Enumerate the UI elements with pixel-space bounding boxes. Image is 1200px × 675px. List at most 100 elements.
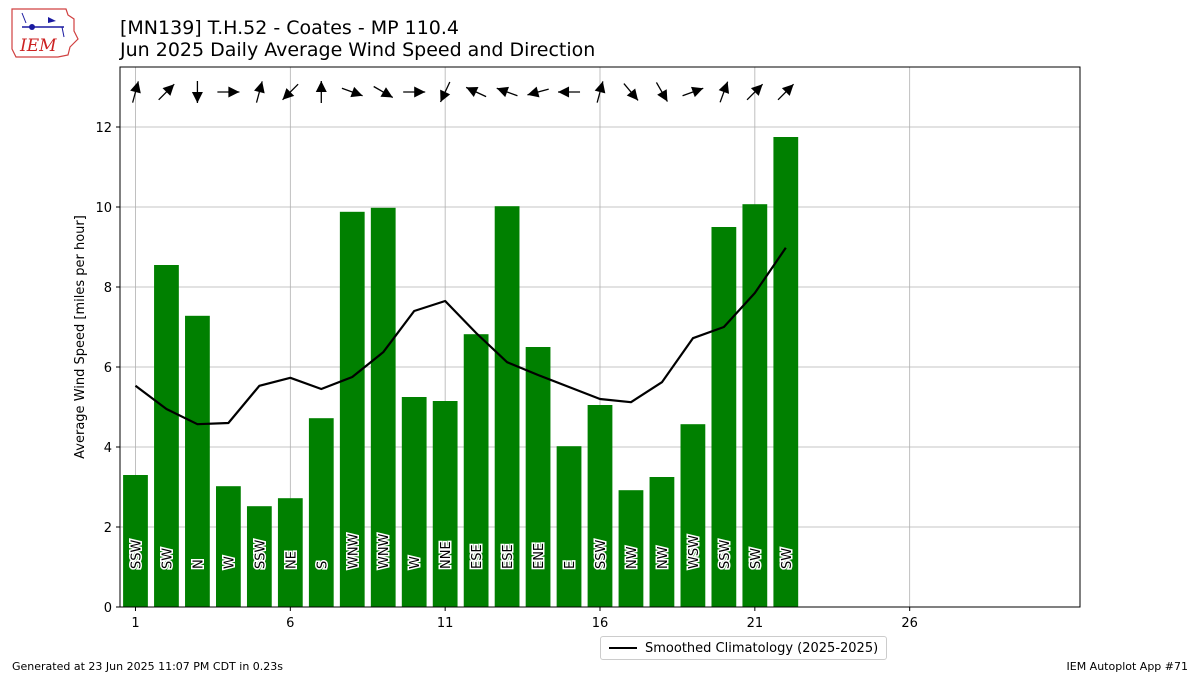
- wind-arrow-head: [527, 86, 540, 98]
- y-tick-label: 4: [104, 441, 112, 456]
- wind-arrow-head: [440, 89, 451, 102]
- wind-bar: [711, 227, 737, 607]
- direction-label: E: [563, 561, 578, 569]
- wind-arrow: [465, 86, 487, 98]
- wind-arrow-head: [191, 92, 203, 103]
- legend: Smoothed Climatology (2025-2025): [600, 636, 888, 660]
- wind-arrow-head: [750, 84, 763, 96]
- direction-label: N: [191, 559, 206, 569]
- direction-label: SW: [160, 548, 175, 569]
- climatology-line-layer: [134, 247, 787, 426]
- wind-arrow: [403, 86, 426, 98]
- wind-arrow: [682, 86, 704, 98]
- wind-bar: [773, 137, 799, 607]
- wind-arrow: [191, 81, 203, 103]
- y-tick-label: 12: [95, 121, 112, 136]
- x-tick-label: 11: [437, 616, 454, 631]
- direction-label: SSW: [253, 539, 268, 569]
- wind-arrow: [254, 81, 265, 103]
- wind-arrow-head: [718, 81, 730, 94]
- direction-label: ESE: [470, 544, 485, 569]
- wind-bar: [401, 397, 427, 607]
- wind-arrow-head: [496, 86, 509, 98]
- y-tick-label: 8: [104, 281, 112, 296]
- wind-bar: [587, 405, 613, 607]
- wind-bar: [185, 315, 210, 607]
- direction-label: S: [315, 561, 330, 569]
- wind-arrow-head: [130, 81, 141, 94]
- wind-arrow: [439, 81, 451, 103]
- wind-arrow: [655, 82, 668, 102]
- wind-arrow: [777, 83, 795, 101]
- wind-bar: [370, 207, 396, 608]
- y-axis-label: Average Wind Speed [miles per hour]: [73, 215, 88, 459]
- footer-app: IEM Autoplot App #71: [1066, 660, 1189, 673]
- wind-bar: [246, 506, 272, 607]
- wind-arrow-head: [254, 81, 265, 94]
- wind-arrow: [496, 86, 518, 98]
- wind-arrow: [158, 83, 175, 101]
- wind-arrow: [217, 86, 240, 98]
- plot-frame: [119, 66, 1081, 608]
- wind-bar: [618, 490, 644, 607]
- direction-label: SW: [780, 548, 795, 569]
- wind-arrow-head: [162, 84, 175, 96]
- direction-label: ESE: [501, 544, 516, 569]
- wind-arrow-head: [414, 86, 426, 98]
- x-tick-label: 6: [286, 616, 294, 631]
- iem-logo: IEM: [11, 8, 79, 58]
- direction-label: NE: [284, 551, 299, 569]
- wind-bar: [742, 204, 768, 607]
- direction-label: WNW: [346, 533, 361, 569]
- wind-arrow: [373, 85, 394, 99]
- wind-bar: [649, 477, 675, 607]
- direction-label: WSW: [687, 535, 702, 569]
- y-tick-label: 10: [95, 201, 112, 216]
- wind-bar: [277, 498, 303, 607]
- direction-label: SSW: [594, 539, 609, 569]
- x-tick-label: 1: [131, 616, 139, 631]
- wind-arrow: [558, 86, 581, 98]
- direction-label: ENE: [532, 543, 547, 569]
- direction-label: NW: [656, 546, 671, 569]
- wind-arrow-head: [781, 84, 794, 96]
- chart-title: [MN139] T.H.52 - Coates - MP 110.4 Jun 2…: [120, 17, 595, 61]
- direction-label: NNE: [439, 541, 454, 569]
- direction-label: SSW: [129, 539, 144, 569]
- chart-title-line1: [MN139] T.H.52 - Coates - MP 110.4: [120, 17, 460, 39]
- wind-arrow-head: [691, 86, 704, 98]
- direction-label: SW: [749, 548, 764, 569]
- direction-labels-layer: SSW SW N W SSW NE S WNW WNW W NNE ESE ESE ENE E SSW NW NW…: [128, 532, 796, 571]
- direction-label: W: [222, 556, 237, 569]
- wind-bar: [463, 334, 489, 607]
- wind-bar: [123, 475, 148, 607]
- bars-layer: [123, 137, 799, 608]
- legend-line-swatch: [609, 647, 637, 649]
- wind-bar: [216, 486, 241, 607]
- wind-arrow-head: [558, 86, 570, 98]
- wind-arrow-head: [657, 89, 668, 102]
- wind-bar: [556, 446, 582, 607]
- x-tick-label: 21: [747, 616, 764, 631]
- logo-text: IEM: [19, 36, 57, 56]
- wind-bar: [680, 424, 706, 607]
- wind-arrow: [341, 86, 363, 98]
- wind-arrow: [315, 81, 327, 103]
- x-tick-label: 16: [592, 616, 609, 631]
- chart-title-line2: Jun 2025 Daily Average Wind Speed and Di…: [120, 39, 596, 61]
- wind-arrow: [282, 83, 299, 101]
- direction-label: WNW: [377, 533, 392, 569]
- wind-arrow-head: [594, 81, 606, 94]
- wind-arrow-head: [466, 87, 479, 97]
- direction-label: SSW: [718, 539, 733, 569]
- climatology-line: [134, 247, 787, 426]
- wind-arrow: [594, 81, 606, 103]
- y-tick-label: 2: [104, 521, 112, 536]
- y-tick-label: 6: [104, 361, 112, 376]
- wind-arrow: [623, 83, 639, 101]
- direction-label: W: [408, 556, 423, 569]
- wind-arrow: [527, 86, 549, 98]
- wind-arrows-layer: [130, 81, 795, 103]
